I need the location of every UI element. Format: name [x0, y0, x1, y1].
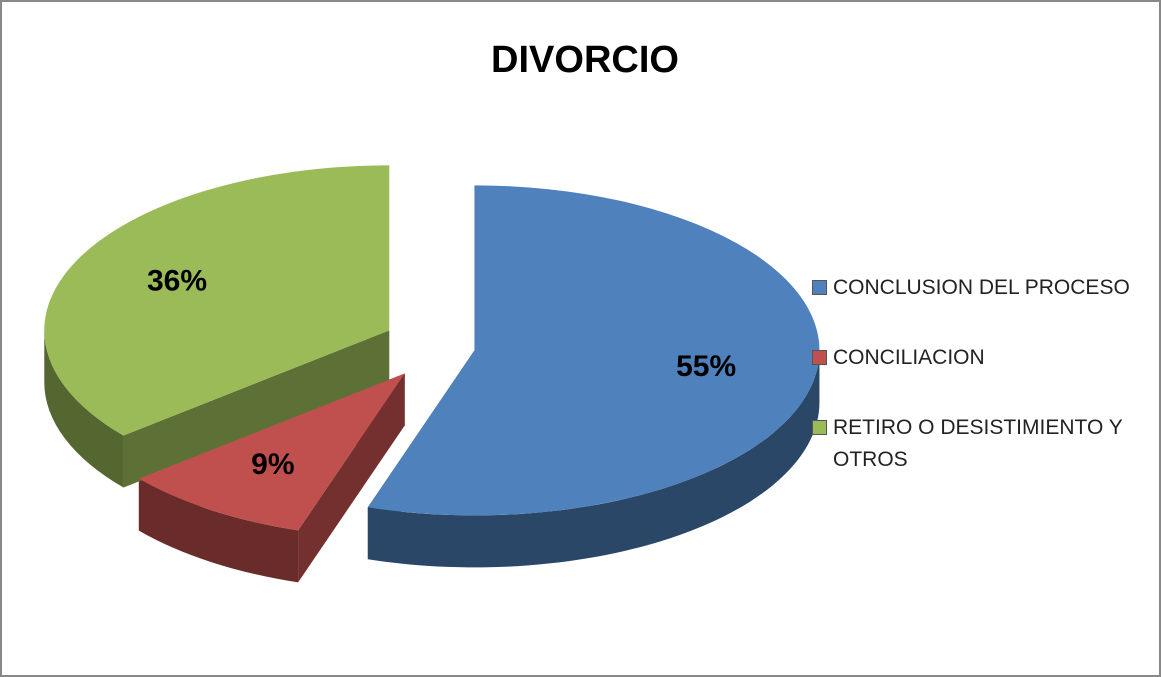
legend-label: CONCILIACION — [833, 346, 985, 369]
legend-label: CONCLUSION DEL PROCESO — [833, 276, 1130, 299]
legend-item: RETIRO O DESISTIMIENTO Y OTROS — [812, 412, 1152, 476]
legend-label: RETIRO O DESISTIMIENTO Y OTROS — [833, 416, 1123, 471]
legend-swatch — [812, 350, 827, 365]
slice-wall — [138, 478, 299, 583]
legend-item: CONCILIACION — [812, 342, 1152, 374]
slice-wall — [44, 330, 124, 488]
data-label: 55% — [676, 350, 736, 383]
legend-item: CONCLUSION DEL PROCESO — [812, 272, 1152, 304]
slice-side — [123, 330, 390, 488]
data-label: 9% — [251, 448, 294, 481]
legend: CONCLUSION DEL PROCESO CONCILIACION RETIRO… — [812, 272, 1152, 514]
slice — [44, 165, 390, 436]
slice-wall — [367, 350, 820, 568]
chart-title: DIVORCIO — [491, 39, 679, 81]
slice — [367, 185, 820, 516]
legend-swatch — [812, 420, 827, 435]
data-label: 36% — [147, 264, 207, 297]
slice — [138, 373, 405, 531]
legend-swatch — [812, 280, 827, 295]
